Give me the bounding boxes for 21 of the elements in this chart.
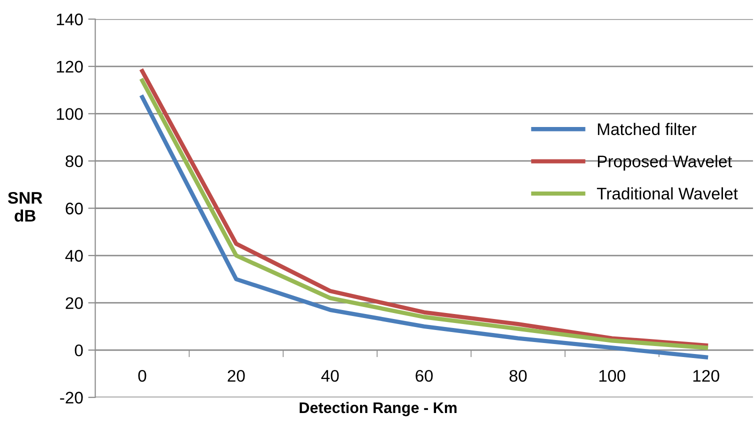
x-tick-label: 120 <box>693 370 720 382</box>
y-tick-label: 140 <box>56 14 83 26</box>
x-tick-label: 80 <box>510 370 527 382</box>
y-tick-label: 100 <box>56 108 83 120</box>
y-tick-label: 40 <box>65 250 83 262</box>
y-tick-label: -20 <box>60 392 83 404</box>
x-tick-label: 60 <box>416 370 433 382</box>
y-tick-label: 80 <box>66 155 83 168</box>
legend-label: Matched filter <box>598 122 696 136</box>
legend-label: Traditional Wavelet <box>596 187 738 200</box>
y-tick-label: 0 <box>74 344 83 356</box>
x-tick-label: 0 <box>138 370 146 382</box>
x-tick-label: 20 <box>228 370 245 382</box>
y-axis-title: SNR dB <box>8 192 42 222</box>
legend-label: Proposed Wavelet <box>598 155 732 171</box>
y-tick-label: 20 <box>66 297 83 310</box>
x-axis-title: Detection Range - Km <box>300 402 457 416</box>
x-tick-label: 40 <box>321 370 339 382</box>
y-tick-label: 120 <box>56 60 83 73</box>
y-tick-label: 60 <box>66 202 83 214</box>
x-tick-label: 100 <box>599 370 626 382</box>
